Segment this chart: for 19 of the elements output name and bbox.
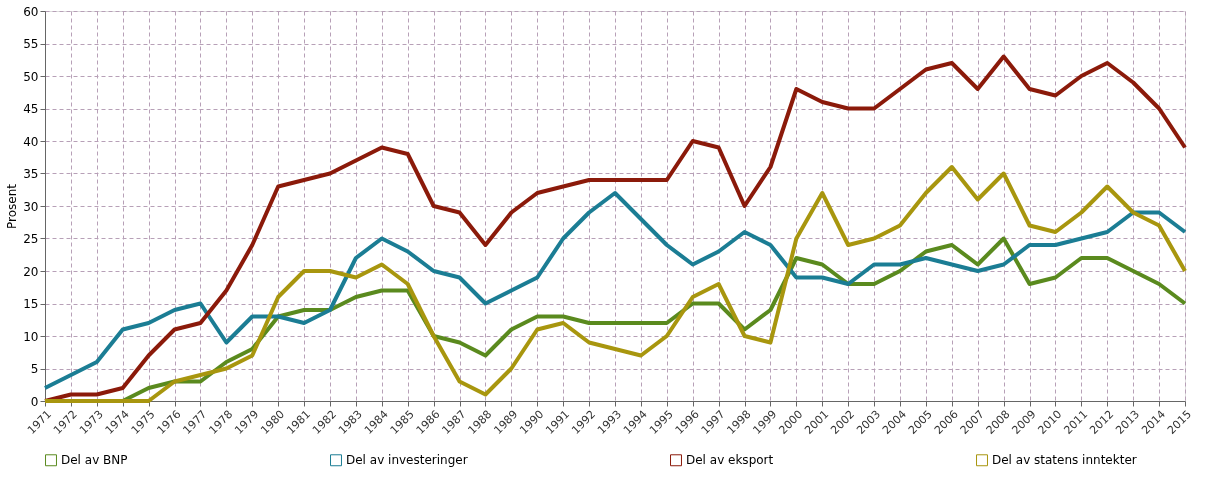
y-tick-label: 5 (30, 362, 39, 376)
y-tick-label: 60 (23, 4, 39, 19)
y-tick-label: 15 (23, 297, 39, 311)
y-axis-title: Prosent (5, 183, 20, 229)
y-tick-label: 45 (23, 102, 39, 116)
legend-label: Del av eksport (686, 453, 774, 468)
y-tick-label: 35 (23, 167, 39, 181)
y-tick-label: 25 (23, 232, 39, 246)
y-tick-label: 10 (23, 329, 39, 344)
y-tick-label: 50 (23, 69, 39, 84)
legend-label: Del av BNP (61, 453, 128, 468)
line-series (43, 191, 1187, 390)
y-tick-label: 20 (23, 264, 39, 279)
y-tick-label: 0 (30, 394, 39, 409)
y-tick-label: 30 (23, 199, 39, 214)
legend-label: Del av investeringer (346, 453, 468, 468)
legend-label: Del av statens inntekter (992, 453, 1137, 468)
y-tick-label: 40 (23, 134, 39, 149)
y-tick-label: 55 (23, 37, 39, 51)
